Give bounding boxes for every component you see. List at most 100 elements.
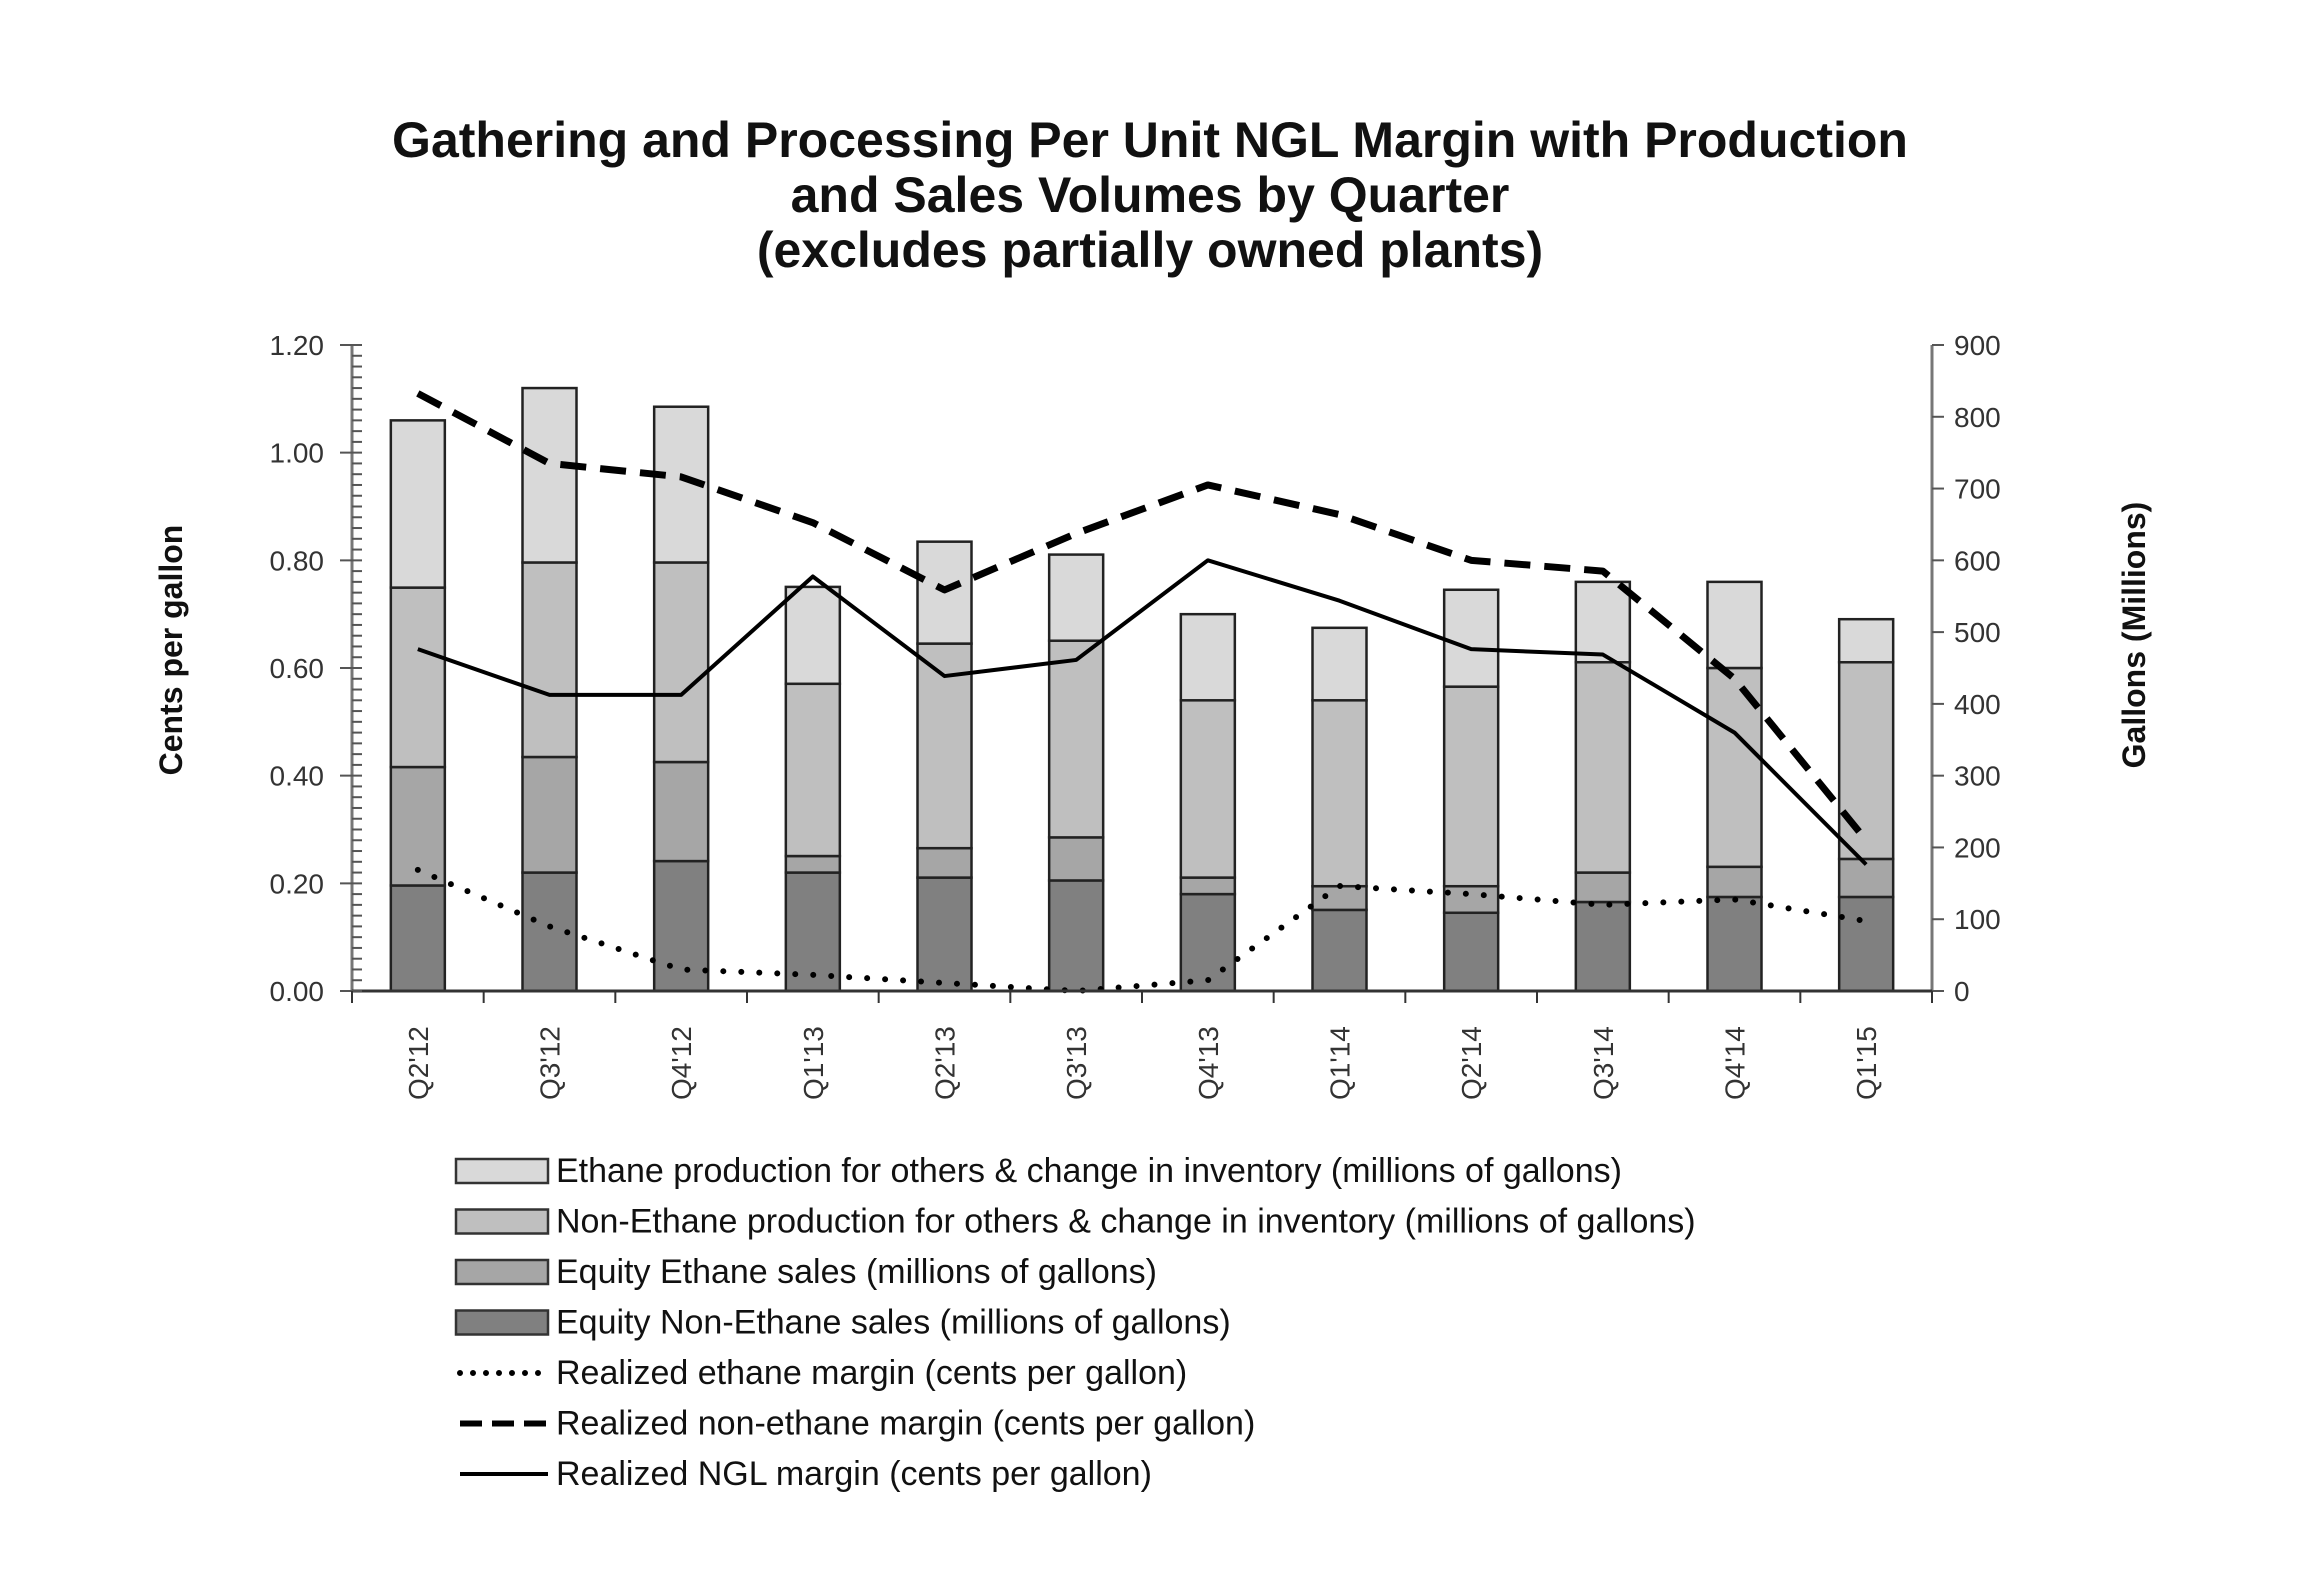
bar-segment-1-1 <box>389 884 447 993</box>
bar-segment-1-11 <box>1706 895 1763 993</box>
y-right-tick-label: 100 <box>1954 904 2001 935</box>
legend-item: Realized ethane margin (cents per gallon… <box>457 1354 1187 1392</box>
legend-label: Non-Ethane production for others & chang… <box>556 1203 1696 1241</box>
y-left-tick-label: 0.00 <box>270 976 325 1007</box>
bar-segment-4-7 <box>1179 612 1237 702</box>
line-ethane-margin <box>414 866 1870 994</box>
bar-segment-2-9 <box>1442 884 1500 915</box>
x-tick-label: Q2'14 <box>1456 1026 1487 1100</box>
y-right-tick-label: 900 <box>1954 330 2001 361</box>
y-left-tick-label: 0.40 <box>270 761 325 792</box>
x-tick-label: Q4'12 <box>666 1026 697 1100</box>
title-line-3: (excludes partially owned plants) <box>757 222 1543 278</box>
y-right-tick-label: 0 <box>1954 976 1970 1007</box>
bar-segment-2-5 <box>916 846 973 879</box>
x-tick-label: Q2'13 <box>930 1026 961 1100</box>
legend-item: Realized non-ethane margin (cents per ga… <box>460 1405 1255 1443</box>
bar-segment-4-6 <box>1047 553 1105 642</box>
title-line-2: and Sales Volumes by Quarter <box>791 167 1510 223</box>
bar-segment-3-4 <box>784 682 842 858</box>
legend-item: Equity Ethane sales (millions of gallons… <box>454 1253 1157 1291</box>
line-non-ethane-margin <box>416 390 1869 843</box>
legend-swatch <box>454 1258 550 1286</box>
bar-segment-1-12 <box>1837 895 1895 993</box>
bar-segment-4-8 <box>1311 626 1368 702</box>
legend-label: Realized NGL margin (cents per gallon) <box>556 1455 1152 1493</box>
x-tick-label: Q1'15 <box>1851 1026 1882 1100</box>
bar-segment-4-2 <box>521 386 578 564</box>
bar-segment-1-10 <box>1574 900 1632 993</box>
bar-segment-2-11 <box>1706 865 1763 899</box>
y-left-tick-label: 0.80 <box>270 545 325 576</box>
bar-segment-3-6 <box>1047 639 1105 839</box>
bar-segment-4-9 <box>1442 588 1500 688</box>
bar-segment-3-12 <box>1837 661 1895 861</box>
bar-segment-2-2 <box>521 755 578 874</box>
bar-segment-4-10 <box>1574 580 1632 664</box>
bar-segment-3-10 <box>1574 661 1632 874</box>
bar-segment-2-1 <box>389 765 447 887</box>
legend-item: Ethane production for others & change in… <box>454 1152 1622 1190</box>
title-line-1: Gathering and Processing Per Unit NGL Ma… <box>392 112 1908 168</box>
legend-swatch <box>454 1157 550 1185</box>
bar-segment-1-8 <box>1311 908 1368 993</box>
bar-segment-1-3 <box>652 859 710 993</box>
y-right-tick-label: 600 <box>1954 545 2001 576</box>
y-left-tick-label: 1.20 <box>270 330 325 361</box>
bar-segment-3-9 <box>1442 685 1500 888</box>
x-tick-label: Q3'12 <box>535 1026 566 1100</box>
bar-segment-2-12 <box>1837 857 1895 899</box>
bar-segment-1-7 <box>1179 892 1237 993</box>
legend-swatch <box>454 1309 550 1336</box>
axes: 0.00 0.20 0.40 0.60 0.80 1.00 1.20 0 100 200 300 40… <box>270 330 2001 1100</box>
bar-segment-3-3 <box>652 561 710 764</box>
bar-segment-2-7 <box>1179 876 1237 896</box>
bar-segment-4-12 <box>1837 617 1895 664</box>
legend-label: Equity Ethane sales (millions of gallons… <box>556 1253 1157 1291</box>
bar-segment-1-5 <box>916 876 973 993</box>
bar-segment-4-1 <box>389 419 447 589</box>
y-right-tick-label: 300 <box>1954 761 2001 792</box>
bar-segment-1-6 <box>1047 879 1105 993</box>
bar-segment-2-4 <box>784 854 842 874</box>
lines <box>414 390 1870 994</box>
y-axis-right-label: Gallons (Millions) <box>2116 502 2152 769</box>
legend: Ethane production for others & change in… <box>454 1152 1696 1493</box>
bar-segment-3-5 <box>916 642 973 850</box>
y-left-tick-label: 1.00 <box>270 438 325 469</box>
legend-label: Equity Non-Ethane sales (millions of gal… <box>556 1304 1231 1342</box>
x-tick-label: Q4'13 <box>1193 1026 1224 1100</box>
legend-label: Ethane production for others & change in… <box>556 1152 1622 1190</box>
y-axis-left-label: Cents per gallon <box>153 525 189 776</box>
bar-segment-3-1 <box>389 586 447 769</box>
legend-label: Realized ethane margin (cents per gallon… <box>556 1354 1187 1392</box>
legend-item: Equity Non-Ethane sales (millions of gal… <box>454 1304 1231 1342</box>
y-left-tick-label: 0.20 <box>270 868 325 899</box>
bar-segment-3-7 <box>1179 699 1237 879</box>
bar-segment-2-6 <box>1047 836 1105 882</box>
legend-swatch <box>454 1208 550 1235</box>
bar-segment-4-4 <box>784 585 842 686</box>
chart-title: Gathering and Processing Per Unit NGL Ma… <box>392 112 1908 278</box>
y-right-tick-label: 400 <box>1954 689 2001 720</box>
y-right-tick-label: 200 <box>1954 832 2001 863</box>
bar-segment-1-9 <box>1442 911 1500 993</box>
y-left-tick-label: 0.60 <box>270 653 325 684</box>
line-point-2-8 <box>1339 514 1340 515</box>
x-tick-label: Q4'14 <box>1720 1026 1751 1100</box>
x-tick-label: Q2'12 <box>403 1026 434 1100</box>
x-tick-label: Q1'13 <box>798 1026 829 1100</box>
line-ngl-margin <box>417 558 1868 866</box>
bar-segment-2-10 <box>1574 871 1632 904</box>
y-right-tick-label: 700 <box>1954 474 2001 505</box>
bar-segment-2-3 <box>652 760 710 863</box>
x-tick-label: Q1'14 <box>1325 1026 1356 1100</box>
x-tick-label: Q3'14 <box>1588 1026 1619 1100</box>
legend-label: Realized non-ethane margin (cents per ga… <box>556 1405 1255 1443</box>
bar-segment-3-8 <box>1311 699 1368 888</box>
line-point-2-6 <box>1076 533 1077 534</box>
bars <box>389 386 1895 993</box>
legend-item: Non-Ethane production for others & chang… <box>454 1203 1696 1241</box>
legend-item: Realized NGL margin (cents per gallon) <box>460 1455 1152 1493</box>
